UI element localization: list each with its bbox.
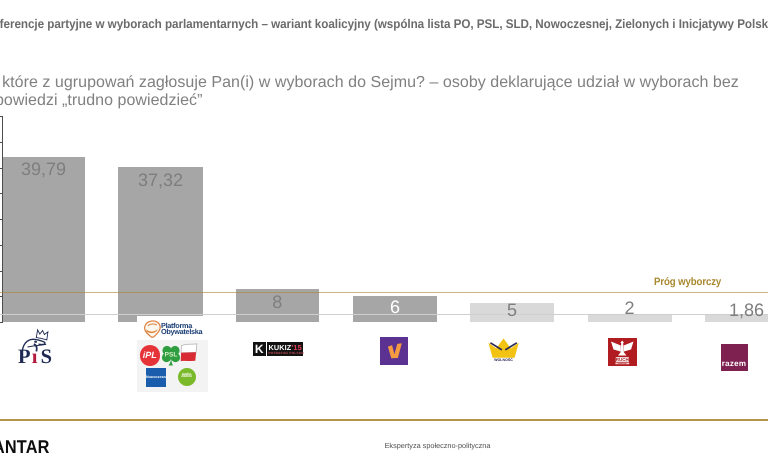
svg-text:S: S (41, 346, 52, 368)
svg-text:P: P (18, 346, 31, 368)
svg-text:RUCH: RUCH (616, 357, 629, 362)
svg-text:PSL: PSL (164, 351, 177, 358)
svg-text:NARODOWY: NARODOWY (617, 362, 628, 365)
svg-text:ı: ı (32, 346, 38, 368)
